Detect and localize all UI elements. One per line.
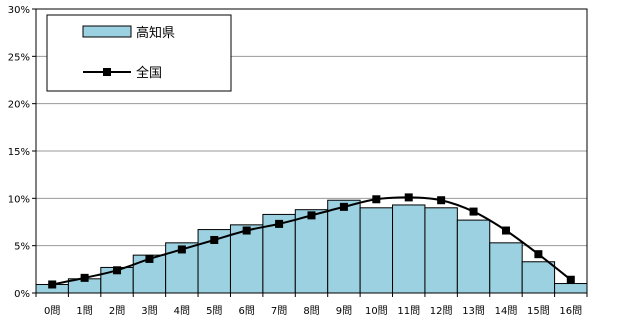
line-marker	[307, 211, 316, 220]
y-tick-label: 5%	[14, 242, 30, 253]
bar	[489, 242, 523, 294]
bar	[521, 261, 556, 294]
legend-label-national: 全国	[136, 65, 162, 81]
bar	[424, 207, 458, 294]
line-marker	[242, 226, 251, 235]
line-marker	[501, 226, 510, 235]
line-marker	[113, 266, 122, 275]
line-marker	[80, 273, 89, 282]
line-marker	[372, 195, 381, 204]
line-marker	[534, 250, 543, 259]
x-tick-label: 9問	[336, 305, 352, 317]
line-marker	[48, 280, 57, 289]
bar	[456, 219, 491, 294]
y-tick-labels: 0% 5% 10% 15% 20% 25% 30%	[8, 5, 30, 300]
y-tick-label: 20%	[8, 100, 30, 111]
x-tick-label: 15問	[527, 305, 550, 317]
line-marker	[210, 235, 219, 244]
line-marker	[404, 193, 413, 202]
line-marker	[145, 254, 154, 263]
line-marker	[339, 202, 348, 211]
x-tick-label: 6問	[238, 305, 254, 317]
legend-label-kochi: 高知県	[136, 25, 175, 41]
x-tick-label: 3問	[141, 305, 157, 317]
legend-swatch-bar	[82, 25, 132, 38]
legend-swatch-marker	[103, 68, 111, 76]
y-tick-label: 25%	[8, 52, 30, 63]
x-tick-label: 13問	[462, 305, 485, 317]
bar	[359, 207, 394, 294]
y-tick-label: 0%	[14, 289, 30, 300]
x-tick-label: 0問	[44, 305, 60, 317]
y-tick-label: 30%	[8, 5, 30, 16]
x-tick-label: 16問	[559, 305, 582, 317]
x-tick-label: 7問	[271, 305, 287, 317]
legend-box	[46, 14, 232, 92]
bar	[392, 204, 426, 294]
x-tick-label: 8問	[303, 305, 319, 317]
line-marker	[177, 245, 186, 254]
line-marker	[469, 207, 478, 216]
legend: 高知県 全国	[46, 14, 232, 92]
line-marker	[437, 196, 446, 205]
bar	[327, 199, 361, 294]
x-tick-label: 2問	[109, 305, 125, 317]
x-tick-label: 12問	[430, 305, 453, 317]
x-tick-label: 4問	[174, 305, 190, 317]
line-marker	[275, 219, 284, 228]
bar-series	[35, 199, 588, 294]
x-tick-labels: 0問 1問 2問 3問 4問 5問 6問 7問 8問 9問 10問 11問 12問 13問 14問 15問 16…	[44, 305, 582, 317]
x-tick-label: 14問	[495, 305, 518, 317]
x-tick-label: 5問	[206, 305, 222, 317]
line-marker	[566, 275, 575, 284]
x-tick-label: 10問	[365, 305, 388, 317]
x-tick-label: 11問	[397, 305, 420, 317]
y-tick-label: 10%	[8, 194, 30, 205]
y-tick-label: 15%	[8, 147, 30, 158]
x-tick-label: 1問	[76, 305, 92, 317]
line-series	[48, 193, 575, 289]
bar	[554, 283, 588, 294]
bar	[229, 224, 264, 294]
bar	[294, 209, 329, 294]
axes	[32, 8, 588, 297]
